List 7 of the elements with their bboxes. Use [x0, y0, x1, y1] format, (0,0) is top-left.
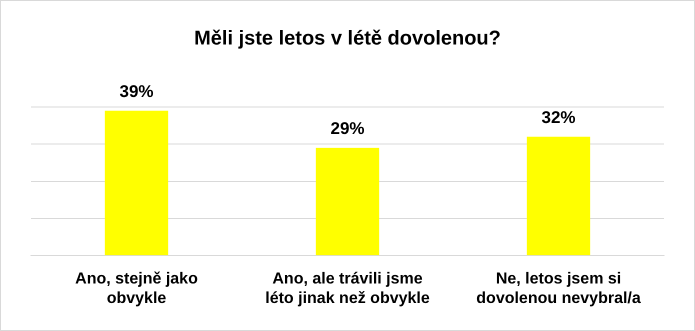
x-tick-label: Ne, letos jsem si dovolenou nevybral/a	[476, 270, 641, 307]
data-label: 39%	[119, 82, 154, 101]
data-label: 32%	[541, 108, 576, 127]
data-label: 29%	[330, 119, 365, 138]
x-tick-label: Ano, stejně jako obvykle	[75, 270, 198, 307]
x-tick-label: Ano, ale trávili jsme léto jinak než obvykle	[265, 270, 430, 307]
chart-title: Měli jste letos v létě dovolenou?	[194, 28, 501, 50]
